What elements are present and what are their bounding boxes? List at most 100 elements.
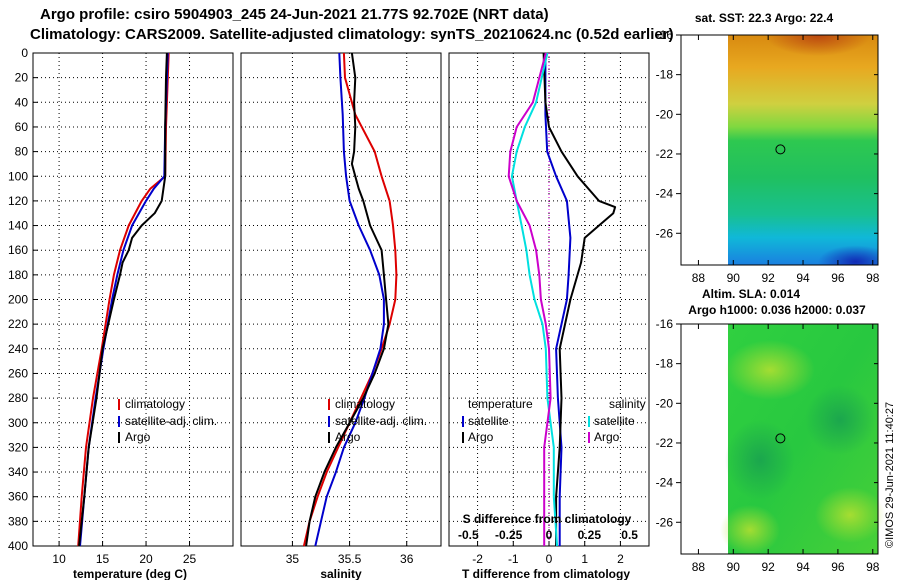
legend-label-satellite: satellite-adj. clim. <box>125 414 217 428</box>
depth-tick-label: 20 <box>15 71 29 85</box>
lat-tick-label: -16 <box>656 317 674 331</box>
s-diff-tick-label: -0.25 <box>495 528 523 542</box>
imos-credit: ©IMOS 29-Jun-2021 11:40:27 <box>884 402 896 548</box>
depth-tick-label: 400 <box>8 539 28 553</box>
lon-tick-label: 92 <box>761 560 775 574</box>
s-difference-axis-label: S difference from climatology <box>463 512 632 526</box>
salinity-plot-frame <box>240 52 442 547</box>
lon-tick-label: 88 <box>692 560 706 574</box>
sla-high-patch <box>815 487 885 543</box>
sst-cool-patch <box>728 200 878 265</box>
x-tick-label: 25 <box>183 552 197 566</box>
series-line-argo <box>78 52 168 547</box>
x-tick-label: 0 <box>546 552 553 566</box>
depth-tick-label: 180 <box>8 268 28 282</box>
depth-tick-label: 240 <box>8 342 28 356</box>
x-tick-label: 35 <box>286 552 300 566</box>
sst-map-frame <box>680 34 879 266</box>
legend-label-satellite: satellite-adj. clim. <box>335 414 427 428</box>
x-tick-label: -1 <box>508 552 519 566</box>
title-line-1: Argo profile: csiro 5904903_245 24-Jun-2… <box>40 6 549 23</box>
lon-tick-label: 94 <box>796 560 810 574</box>
series-line-s-argo <box>507 52 552 546</box>
x-tick-label: 1 <box>581 552 588 566</box>
series-line-s-satellite <box>510 52 559 547</box>
depth-tick-label: 60 <box>15 120 29 134</box>
depth-tick-label: 380 <box>8 514 28 528</box>
depth-tick-label: 120 <box>8 194 28 208</box>
legend-label-climatology: climatology <box>335 397 395 411</box>
series-line-climatology <box>77 52 170 547</box>
salinity-legend: climatology satellite-adj. clim. Argo <box>328 397 427 444</box>
x-tick-label: 15 <box>96 552 110 566</box>
lat-tick-label: -26 <box>656 515 674 529</box>
sla-map-panel: Altim. SLA: 0.014 Argo h1000: 0.036 h200… <box>656 287 885 574</box>
lon-tick-label: 90 <box>727 271 741 285</box>
lon-tick-label: 98 <box>866 271 880 285</box>
lon-tick-label: 92 <box>761 271 775 285</box>
t-difference-xlabel: T difference from climatology <box>462 567 630 580</box>
series-line-argo <box>305 52 390 547</box>
depth-tick-label: 340 <box>8 465 28 479</box>
s-diff-tick-label: 0 <box>546 528 553 542</box>
depth-tick-label: 360 <box>8 490 28 504</box>
sla-high-patch <box>725 340 815 400</box>
sst-warm-patch <box>728 35 878 95</box>
sla-map-title-2: Argo h1000: 0.036 h2000: 0.037 <box>688 303 866 317</box>
depth-tick-label: 200 <box>8 293 28 307</box>
series-line-t-argo <box>542 52 617 546</box>
depth-tick-label: 280 <box>8 391 28 405</box>
lat-tick-label: -18 <box>656 357 674 371</box>
sla-low-patch <box>805 385 875 455</box>
legend-label-argo: Argo <box>125 430 151 444</box>
legend-label-t-argo: Argo <box>468 430 494 444</box>
legend-label-climatology: climatology <box>125 397 185 411</box>
lat-tick-label: -24 <box>656 476 674 490</box>
sla-map-frame <box>680 323 879 555</box>
depth-tick-label: 160 <box>8 243 28 257</box>
depth-tick-label: 300 <box>8 416 28 430</box>
temperature-xlabel: temperature (deg C) <box>73 567 187 580</box>
legend-title-temperature: temperature <box>468 397 533 411</box>
difference-legend: temperature satellite Argo salinity sate… <box>462 397 646 444</box>
series-line-satellite-adj-clim- <box>314 52 385 547</box>
sla-map-title-1: Altim. SLA: 0.014 <box>702 287 800 301</box>
lat-tick-label: -18 <box>656 68 674 82</box>
x-tick-label: 35.5 <box>338 552 362 566</box>
lat-tick-label: -20 <box>656 107 674 121</box>
lat-tick-label: -22 <box>656 436 674 450</box>
sst-map-title: sat. SST: 22.3 Argo: 22.4 <box>695 11 834 25</box>
salinity-xlabel: salinity <box>320 567 362 580</box>
depth-tick-label: 100 <box>8 169 28 183</box>
depth-tick-label: 320 <box>8 440 28 454</box>
legend-label-t-satellite: satellite <box>468 414 509 428</box>
depth-tick-label: 260 <box>8 366 28 380</box>
depth-tick-label: 40 <box>15 95 29 109</box>
lat-tick-label: -16 <box>656 28 674 42</box>
lat-tick-label: -26 <box>656 226 674 240</box>
depth-tick-label: 0 <box>21 46 28 60</box>
legend-label-s-satellite: satellite <box>594 414 635 428</box>
temperature-legend: climatology satellite-adj. clim. Argo <box>118 397 217 444</box>
sla-low-patch <box>725 420 795 500</box>
difference-panel: -2 -1 0 1 2 temperature satellite Argo salin… <box>448 52 650 580</box>
x-tick-label: 20 <box>139 552 153 566</box>
lon-tick-label: 98 <box>866 560 880 574</box>
lon-tick-label: 96 <box>831 271 845 285</box>
x-tick-label: 10 <box>52 552 66 566</box>
sla-high-patch <box>720 505 780 555</box>
depth-tick-label: 80 <box>15 145 29 159</box>
s-diff-tick-label: -0.5 <box>458 528 479 542</box>
lon-tick-label: 94 <box>796 271 810 285</box>
lat-tick-label: -20 <box>656 396 674 410</box>
x-tick-label: 36 <box>400 552 414 566</box>
sst-map-panel: sat. SST: 22.3 Argo: 22.4 -16 -18 -20 -22 -2… <box>656 11 880 285</box>
lon-tick-label: 90 <box>727 560 741 574</box>
salinity-panel: 35 35.5 36 climatology satellite-adj. clim… <box>240 52 442 580</box>
series-line-climatology <box>302 52 398 547</box>
argo-position-marker <box>775 144 786 155</box>
lat-tick-label: -22 <box>656 147 674 161</box>
legend-label-argo: Argo <box>335 430 361 444</box>
legend-label-s-argo: Argo <box>594 430 620 444</box>
depth-tick-label: 220 <box>8 317 28 331</box>
